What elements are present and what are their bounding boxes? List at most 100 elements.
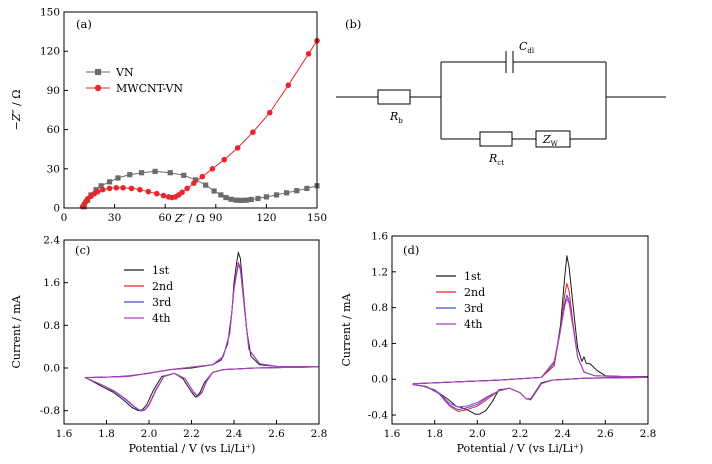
legend-marker-mwcnt-vn <box>94 84 102 92</box>
data-point-MWCNT-VN <box>113 184 120 191</box>
x-tick-label: 2.6 <box>597 428 614 440</box>
panel-a-eis-plot: (a) 0 30 60 90 120 150 0 30 60 90 120 150 VN MWCNT-… <box>10 7 327 226</box>
data-point-MWCNT-VN <box>234 145 241 151</box>
panel-b-equivalent-circuit: (b) Rb Cdl Rct ZW <box>336 17 666 167</box>
x-tick-label: 1.6 <box>56 428 73 440</box>
data-point-MWCNT-VN <box>199 173 206 180</box>
resistor-rb <box>377 89 411 105</box>
x-tick-label: 2.6 <box>268 428 285 440</box>
data-point-MWCNT-VN <box>221 156 228 163</box>
label-cdl: Cdl <box>519 40 535 55</box>
data-point-VN <box>192 177 199 183</box>
series-line-4th <box>412 298 649 408</box>
data-point-MWCNT-VN <box>160 192 167 199</box>
data-point-VN <box>284 190 290 196</box>
x-tick-label: 1.8 <box>98 428 115 440</box>
data-point-MWCNT-VN <box>266 109 273 116</box>
data-point-VN <box>248 196 254 203</box>
panel-a-ylabel-var: −Z″ <box>10 109 23 131</box>
legend-label-4th: 4th <box>464 318 483 331</box>
legend-label-2nd: 2nd <box>464 286 485 299</box>
panel-c-xlabel: Potential / V (vs Li/Li⁺) <box>129 442 256 455</box>
panel-b-label: (b) <box>345 17 361 31</box>
y-tick-label: 0.8 <box>371 302 388 314</box>
data-point-VN <box>181 172 187 178</box>
y-tick-label: 1.6 <box>371 231 388 243</box>
data-point-VN <box>138 170 145 176</box>
data-point-MWCNT-VN <box>120 184 126 191</box>
panel-c-label: (c) <box>75 243 90 257</box>
y-tick-label: 0.4 <box>371 338 388 350</box>
panel-d-xlabel: Potential / V (vs Li/Li⁺) <box>457 442 584 455</box>
panel-d-cv-plot: (d) 1.6 1.8 2.0 2.2 2.4 2.6 2.8-0.40.00.40.81.… <box>340 231 656 456</box>
panel-a-ylabel-unit: / Ω <box>10 90 23 110</box>
x-tick-label: 1.8 <box>426 428 443 440</box>
y-tick-label: 120 <box>40 46 60 58</box>
data-point-VN <box>233 197 239 203</box>
x-tick-label: 120 <box>256 212 276 224</box>
x-tick-label: 60 <box>159 212 172 224</box>
y-tick-label: 0.0 <box>43 363 60 375</box>
x-tick-label: 30 <box>108 212 121 224</box>
x-tick-label: 2.8 <box>311 428 328 440</box>
data-point-VN <box>223 194 229 201</box>
y-tick-label: -0.8 <box>40 405 60 417</box>
data-point-VN <box>167 170 173 176</box>
panel-a-ylabel: −Z″ / Ω <box>10 90 23 131</box>
legend-label-1st: 1st <box>464 270 482 283</box>
series-line-1st <box>84 251 320 412</box>
x-tick-label: 2.0 <box>141 428 158 440</box>
data-point-VN <box>115 175 121 181</box>
data-point-VN <box>304 185 310 191</box>
panel-a-label: (a) <box>76 17 92 31</box>
panel-d-ylabel: Current / mA <box>340 292 353 366</box>
data-point-MWCNT-VN <box>250 129 256 136</box>
y-tick-label: 150 <box>40 7 60 19</box>
data-point-MWCNT-VN <box>145 188 152 195</box>
data-point-MWCNT-VN <box>285 82 292 88</box>
x-tick-label: 2.0 <box>469 428 486 440</box>
data-point-VN <box>228 196 234 202</box>
panel-c-cv-plot: (c) 1.6 1.8 2.0 2.2 2.4 2.6 2.8 -0.8 0.0 0.8 1.6 2.… <box>10 235 327 456</box>
panel-d-label: (d) <box>403 243 419 257</box>
legend-label-3rd: 3rd <box>464 302 483 315</box>
data-point-MWCNT-VN <box>137 186 143 193</box>
panel-c-ylabel: Current / mA <box>10 294 23 368</box>
data-point-MWCNT-VN <box>179 189 185 196</box>
data-point-MWCNT-VN <box>128 185 135 192</box>
panel-a-plot-frame <box>63 11 318 209</box>
panel-a-legend: VN MWCNT-VN <box>86 66 183 95</box>
data-point-MWCNT-VN <box>99 186 106 193</box>
data-point-VN <box>152 168 158 175</box>
data-point-MWCNT-VN <box>305 51 312 57</box>
panel-c-plot-frame <box>63 239 320 425</box>
panel-a-series <box>79 37 320 210</box>
y-tick-label: 2.4 <box>43 235 60 247</box>
legend-label-vn: VN <box>115 66 134 79</box>
data-point-VN <box>294 188 300 194</box>
y-tick-label: -0.4 <box>368 410 389 422</box>
panel-d-axis-ticks: 1.6 1.8 2.0 2.2 2.4 2.6 2.8 -0.4 0.0 0.4 0.8 1.2 1.6 <box>368 231 657 441</box>
series-line-3rd <box>84 263 320 412</box>
y-tick-label: 30 <box>47 163 60 175</box>
data-point-VN <box>243 197 249 203</box>
y-tick-label: 1.2 <box>371 266 388 278</box>
panel-c-axis-ticks: 1.6 1.8 2.0 2.2 2.4 2.6 2.8 -0.8 0.0 0.8 1.6 2.4 <box>40 235 328 441</box>
data-point-VN <box>98 183 104 189</box>
panel-a-xlabel: Z′ / Ω <box>174 212 205 225</box>
legend-marker-vn <box>95 69 101 75</box>
series-line-2nd <box>412 282 649 412</box>
label-rct: Rct <box>488 152 504 167</box>
x-tick-label: 0 <box>61 212 68 224</box>
data-point-MWCNT-VN <box>153 190 160 197</box>
legend-label-mwcnt-vn: MWCNT-VN <box>116 82 183 95</box>
panel-a-xlabel-var: Z′ <box>174 212 186 225</box>
x-tick-label: 2.4 <box>554 428 571 440</box>
data-point-MWCNT-VN <box>209 166 216 172</box>
y-tick-label: 90 <box>47 85 60 97</box>
legend-label-2nd: 2nd <box>152 280 173 293</box>
panel-d-series <box>412 255 649 415</box>
data-point-VN <box>211 188 217 194</box>
x-tick-label: 2.2 <box>183 428 200 440</box>
data-point-VN <box>255 195 261 202</box>
